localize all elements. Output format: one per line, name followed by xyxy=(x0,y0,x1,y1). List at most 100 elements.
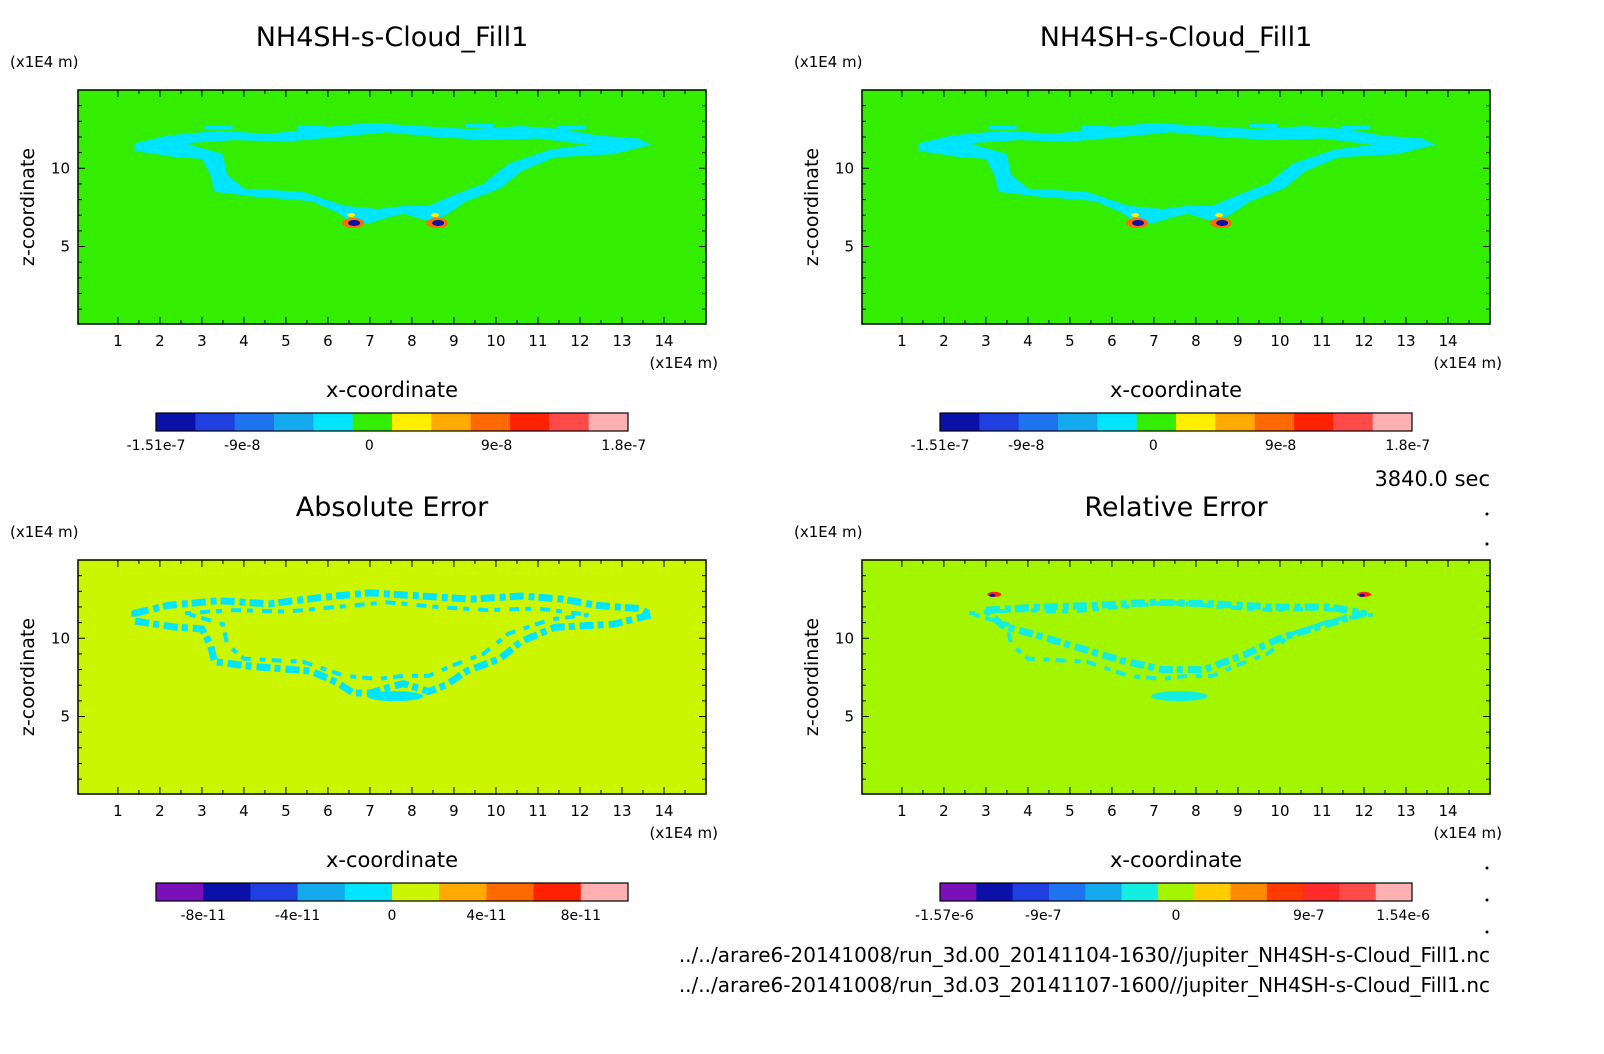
y-tick-label: 5 xyxy=(844,708,854,726)
colorbar: -1.51e-7 -9e-8 0 9e-8 1.8e-7 xyxy=(127,412,646,454)
colorbar: -1.57e-6 -9e-7 0 9e-7 1.54e-6 xyxy=(915,882,1430,924)
colorbar-tick-label: 1.54e-6 xyxy=(1376,908,1430,924)
hotspot-top xyxy=(431,213,440,218)
colorbar-swatch xyxy=(588,413,629,431)
colorbar-tick-label: -9e-7 xyxy=(1025,908,1062,924)
colorbar-swatch xyxy=(1339,883,1377,901)
colorbar-swatch xyxy=(1230,883,1268,901)
x-tick-label: 10 xyxy=(486,802,505,820)
chart-panel-4: Relative Error(x1E4 m)1 2 3 4 5 6 7 8 9 10 11 12 13 1… xyxy=(794,492,1502,924)
colorbar-tick-label: 9e-8 xyxy=(481,438,512,454)
x-tick-label: 4 xyxy=(1023,332,1033,350)
colorbar-swatch xyxy=(1085,883,1123,901)
y-axis-unit: (x1E4 m) xyxy=(794,523,863,541)
colorbar-swatch xyxy=(1215,413,1256,431)
colorbar-swatch xyxy=(156,883,204,901)
colorbar-swatch xyxy=(1058,413,1098,431)
colorbar-tick-label: -9e-8 xyxy=(224,438,261,454)
x-tick-label: 8 xyxy=(1191,802,1201,820)
cloud-fragment xyxy=(1341,125,1370,130)
x-axis-unit: (x1E4 m) xyxy=(1433,824,1502,842)
x-tick-label: 12 xyxy=(570,802,589,820)
margin-dot xyxy=(1485,898,1489,902)
file-path-1: ../../arare6-20141008/run_3d.00_20141104… xyxy=(679,943,1490,967)
margin-dot xyxy=(1485,866,1489,870)
y-axis-label: z-coordinate xyxy=(17,618,39,736)
x-tick-label: 2 xyxy=(155,332,165,350)
cloud-interior xyxy=(185,132,589,209)
colorbar-tick-label: 9e-8 xyxy=(1265,438,1296,454)
plot-frame xyxy=(77,89,707,325)
x-tick-label: 8 xyxy=(407,802,417,820)
x-axis-label: x-coordinate xyxy=(1110,848,1242,872)
hotspot-core xyxy=(1132,220,1145,227)
colorbar-swatch xyxy=(1121,883,1159,901)
x-tick-label: 8 xyxy=(407,332,417,350)
colorbar-frame xyxy=(155,882,629,902)
x-axis-label: x-coordinate xyxy=(326,848,458,872)
colorbar: -1.51e-7 -9e-8 0 9e-8 1.8e-7 xyxy=(911,412,1430,454)
chart-title: Absolute Error xyxy=(296,492,489,523)
x-tick-label: 10 xyxy=(486,332,505,350)
cloud-fragment xyxy=(465,124,494,128)
colorbar-frame xyxy=(155,412,629,432)
chart-title: Relative Error xyxy=(1084,492,1268,523)
x-tick-label: 9 xyxy=(1233,332,1243,350)
y-axis-unit: (x1E4 m) xyxy=(10,53,79,71)
x-tick-label: 5 xyxy=(1065,802,1075,820)
x-tick-label: 13 xyxy=(612,802,631,820)
colorbar-swatch xyxy=(297,883,346,901)
cloud-fragment xyxy=(557,125,586,130)
y-axis-label: z-coordinate xyxy=(17,148,39,266)
colorbar-tick-label: -1.51e-7 xyxy=(911,438,970,454)
hotspot-1 xyxy=(987,591,1002,597)
heatmap-field xyxy=(134,122,652,229)
y-tick-label: 5 xyxy=(60,708,70,726)
heatmap-field xyxy=(968,591,1373,702)
y-tick-label: 10 xyxy=(51,629,70,647)
x-tick-label: 6 xyxy=(1107,802,1117,820)
plot-frame xyxy=(77,559,707,795)
colorbar-tick-label: 1.8e-7 xyxy=(601,438,646,454)
colorbar-swatch xyxy=(1048,883,1086,901)
x-tick-label: 6 xyxy=(323,802,333,820)
hotspot-core xyxy=(1358,593,1365,597)
colorbar-swatch xyxy=(1294,413,1334,431)
x-tick-label: 12 xyxy=(1354,332,1373,350)
x-tick-label: 13 xyxy=(1396,332,1415,350)
colorbar-swatch xyxy=(439,883,487,901)
x-tick-label: 2 xyxy=(939,332,949,350)
hotspot-2 xyxy=(1356,591,1371,597)
x-tick-label: 4 xyxy=(239,332,249,350)
colorbar-swatch xyxy=(250,883,299,901)
colorbar-swatch xyxy=(976,883,1014,901)
error-inner-band xyxy=(968,600,1373,681)
colorbar-swatch xyxy=(195,413,236,431)
y-tick-label: 10 xyxy=(51,159,70,177)
chart-panel-3: Absolute Error(x1E4 m)1 2 3 4 5 6 7 8 9 10 11 12 13 1… xyxy=(10,492,718,924)
error-bottom-blob xyxy=(367,691,424,702)
x-axis-label: x-coordinate xyxy=(1110,378,1242,402)
colorbar-swatch xyxy=(1266,883,1304,901)
x-tick-label: 5 xyxy=(281,332,291,350)
colorbar-tick-label: 9e-7 xyxy=(1293,908,1324,924)
x-tick-label: 13 xyxy=(612,332,631,350)
hotspot-top xyxy=(1215,213,1224,218)
hotspot-1 xyxy=(342,213,365,229)
colorbar-swatch xyxy=(392,413,432,431)
x-tick-label: 3 xyxy=(197,802,207,820)
plot-frame xyxy=(861,89,1491,325)
error-inner-band xyxy=(184,600,589,681)
colorbar-tick-label: 1.8e-7 xyxy=(1385,438,1430,454)
y-tick-label: 10 xyxy=(835,629,854,647)
x-tick-label: 1 xyxy=(113,332,123,350)
hotspot-core xyxy=(989,593,996,597)
x-tick-label: 11 xyxy=(528,802,547,820)
y-tick-label: 5 xyxy=(844,238,854,256)
colorbar-tick-label: -1.57e-6 xyxy=(915,908,974,924)
x-tick-label: 12 xyxy=(1354,802,1373,820)
x-tick-label: 14 xyxy=(654,802,673,820)
x-tick-label: 1 xyxy=(897,332,907,350)
colorbar-swatch xyxy=(203,883,251,901)
colorbar-swatch xyxy=(549,413,590,431)
